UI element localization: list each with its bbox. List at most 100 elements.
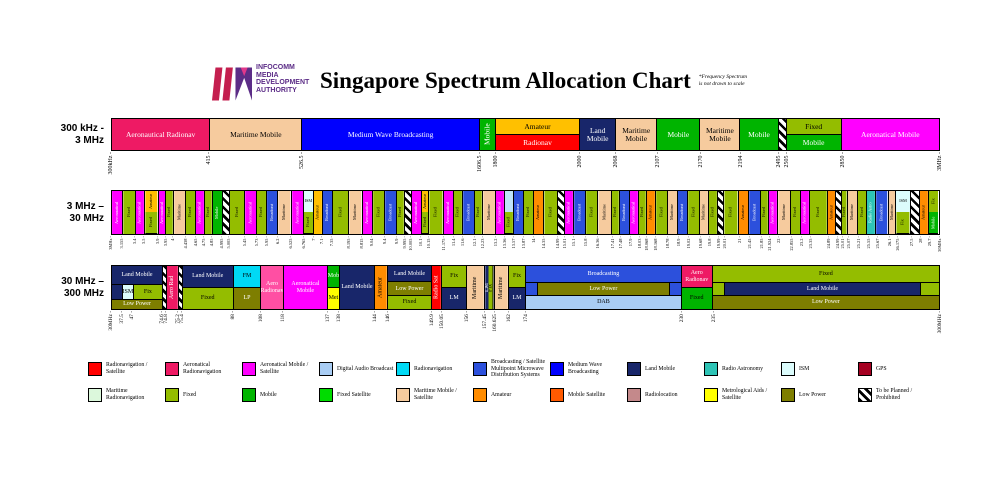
footnote-line: *Frequency Spectrum (698, 74, 747, 81)
broadcast-block: Broadcast (513, 191, 523, 234)
radio-astronomy-swatch (704, 361, 718, 376)
band-300khz-3mhz: 300 kHz -3 MHz Aeronautical Radionav Marit… (52, 118, 943, 185)
low-power-block: Low Power (712, 295, 939, 309)
maritime-block: Maritime (278, 191, 291, 234)
ism-block: ISM (896, 191, 910, 212)
segment-10-15: Fixed (429, 191, 444, 234)
segment-20-01: Fixed (724, 191, 739, 234)
segment-7-35: Fixed (332, 191, 350, 234)
tick-74-8: 74.8 - (163, 311, 170, 324)
segment-16-36: Maritime (597, 191, 613, 234)
fixed-swatch (165, 387, 179, 402)
broadcast-block: Broadcast (322, 191, 332, 234)
legend-label: Fixed (183, 391, 197, 398)
segment-5-73: Fixed (257, 191, 268, 234)
to-be-planned-prohibited-swatch (858, 387, 872, 402)
legend: Radionavigation / Satellite Aeronatical R… (88, 359, 940, 402)
segment-23-2: Aeronautical (800, 191, 810, 234)
land-mobile-block: Land Mobile (182, 266, 233, 287)
band-label-line: 30 MHz (69, 212, 104, 224)
tick-20-01: 20.01 - (722, 236, 728, 249)
tick-5-73: 5.73 - (253, 236, 259, 247)
segment-174: Broadcasting Low Power DAB (526, 266, 682, 309)
legend-row: Radionavigation / Satellite Aeronatical R… (88, 359, 940, 379)
band-label-3mhz-30mhz: 3 MHz –30 MHz (52, 190, 111, 235)
legend-item-low-power: Low Power (781, 387, 858, 402)
segment-2000: Land Mobile (580, 119, 617, 150)
spacer-block (919, 283, 939, 296)
tick-25-01: 25.01 - (840, 236, 846, 249)
legend-item-metrological-aids-satellite: Metrological Aids / Satellite (704, 387, 781, 402)
spacer-block: LM Fix (485, 266, 494, 309)
segment-22-855: Fixed (790, 191, 801, 234)
mobile-block: Mobile (479, 119, 495, 150)
aeronatical-mobile-block: Aeronatical Mobile (841, 119, 939, 150)
maritime-mobile-block: Maritime Mobile (210, 119, 302, 150)
segment-6-2: Maritime (278, 191, 292, 234)
segment-14: Amateur (533, 191, 544, 234)
segment-146: Land Mobile Low Power Fixed (387, 266, 433, 309)
aero-rad-block: Aero Rad (166, 266, 178, 309)
tick-26-1: 26.1 - (886, 236, 892, 247)
tick-2505: 2505 - (784, 152, 791, 168)
fix-block: Fix (508, 266, 526, 287)
tick-25-21: 25.21 - (855, 236, 861, 249)
tick-17-48: 17.48 - (617, 236, 623, 249)
legend-item-ism: ISM (781, 359, 858, 379)
broadcast-block: Broadcast (876, 191, 888, 234)
land-mobile-swatch (627, 361, 641, 376)
segment-27-5 (910, 191, 920, 234)
segment-9-9: Fixed (397, 191, 405, 234)
tick-7-35: 7.35 - (329, 236, 335, 247)
aeronautical-block: Aeronautical (196, 191, 205, 234)
segment-8-195: Maritime (349, 191, 363, 234)
band-label-30mhz-300mhz: 30 MHz –300 MHz (52, 265, 111, 310)
maritime-block: Maritime (699, 191, 708, 234)
tick-137: 137 - (324, 311, 331, 323)
fixed-block: Fixed (205, 191, 212, 234)
band-label-line: 3 MHz – (66, 201, 104, 212)
fixed-block: Fixed (421, 212, 429, 234)
segment-1606-5: Mobile (479, 119, 496, 150)
mobile-satellite-swatch (550, 387, 564, 402)
legend-item-aeronatical-radionavigation: Aeronatical Radionavigation (165, 359, 242, 379)
segment-21-85: Fixed (760, 191, 769, 234)
segment-30mhz: Land Mobile ISM Fix Low Power (112, 266, 164, 309)
tick-18-068: 18.068 - (644, 236, 650, 251)
segment-2170: Maritime Mobile (700, 119, 741, 150)
tick-300khz: 300kHz - (108, 152, 114, 175)
tick-9-04: 9.04 - (369, 236, 375, 247)
legend-label: ISM (799, 365, 810, 372)
aeronatical-radionavigation-swatch (165, 361, 179, 376)
legend-label: Mobile (260, 391, 277, 398)
maritime-block: Maritime (482, 191, 495, 234)
spacer-block (668, 283, 681, 296)
tick-5-45: 5.45 - (241, 236, 247, 247)
maritime-block: Maritime (174, 191, 186, 234)
aeronautical-block: Aeronautical (800, 191, 809, 234)
band-label-line: 30 MHz – (61, 276, 104, 287)
lp-block: LP (233, 287, 261, 309)
segment-25-21: Fixed (857, 191, 868, 234)
amateur-block: Amateur (738, 191, 748, 234)
radio-astro-block: Radio Astro (867, 191, 876, 234)
tick-21-924: 21.924 - (766, 236, 772, 251)
maritime-mobile-block: Maritime Mobile (700, 119, 740, 150)
tick-144: 144 - (371, 311, 378, 323)
amateur-block: Amateur (375, 266, 387, 309)
tick-4: 4 - (170, 236, 176, 241)
aeronautical-block: Aeronautical (112, 191, 123, 234)
aeronautical-block: Aeronautical (411, 191, 421, 234)
segment-12-23: Maritime (482, 191, 496, 234)
broadcast-block: Broadcast (620, 191, 630, 234)
segment-7-1: Broadcast (322, 191, 333, 234)
fixed-block: Fixed (303, 212, 313, 234)
segment-88: FM LP (233, 266, 262, 309)
segment-7: Amateur (313, 191, 323, 234)
segment-29-7: Fix Mobile (928, 191, 939, 234)
digital-audio-broadcast-swatch (319, 361, 333, 376)
fixed-block: Fixed (523, 191, 533, 234)
logo-line: AUTHORITY (256, 86, 297, 94)
amateur-block: Amateur (313, 191, 322, 234)
segment-2505: Fixed Mobile (786, 119, 842, 150)
